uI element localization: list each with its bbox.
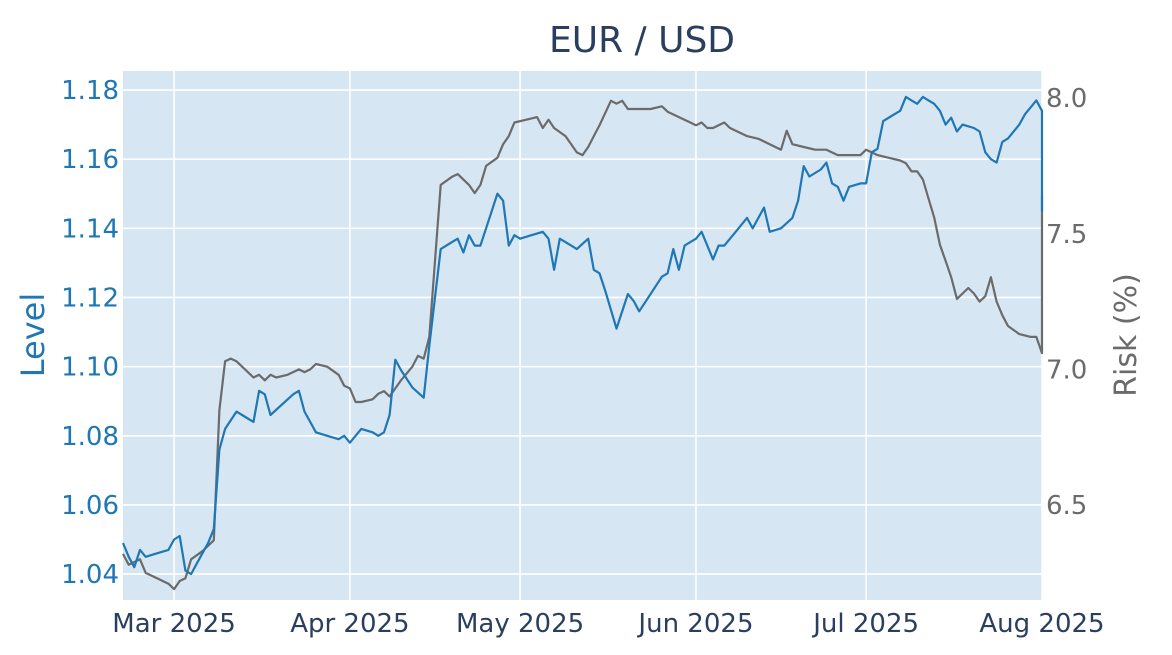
plot-area xyxy=(123,71,1042,600)
level-series-line xyxy=(121,95,1044,576)
x-tick-label: Apr 2025 xyxy=(290,609,409,639)
y-left-tick-label: 1.14 xyxy=(61,214,119,244)
x-tick-label: Mar 2025 xyxy=(112,609,236,639)
y-right-tick-label: 6.5 xyxy=(1046,491,1087,521)
y-left-tick-label: 1.04 xyxy=(61,560,119,590)
risk-series-line xyxy=(122,99,1044,591)
chart-title: EUR / USD xyxy=(549,20,735,61)
tick-labels: 1.04 1.06 1.08 1.10 1.12 1.14 1.16 1.18 6.5 7.0 7.… xyxy=(61,76,1104,639)
y-left-tick-label: 1.08 xyxy=(61,422,119,452)
y-left-tick-label: 1.10 xyxy=(61,353,119,383)
y-right-tick-label: 8.0 xyxy=(1046,84,1087,114)
y-left-tick-label: 1.18 xyxy=(61,76,119,106)
x-tick-label: Aug 2025 xyxy=(979,609,1104,639)
y-axis-left-label: Level xyxy=(14,293,52,377)
x-tick-label: Jul 2025 xyxy=(811,609,919,639)
series-lines xyxy=(121,95,1044,591)
x-tick-label: May 2025 xyxy=(456,609,584,639)
y-right-tick-label: 7.0 xyxy=(1046,355,1087,385)
y-left-tick-label: 1.12 xyxy=(61,283,119,313)
x-tick-label: Jun 2025 xyxy=(636,609,753,639)
y-axis-right-label: Risk (%) xyxy=(1109,273,1144,397)
y-left-tick-label: 1.06 xyxy=(61,491,119,521)
y-right-tick-label: 7.5 xyxy=(1046,220,1087,250)
y-left-tick-label: 1.16 xyxy=(61,145,119,175)
